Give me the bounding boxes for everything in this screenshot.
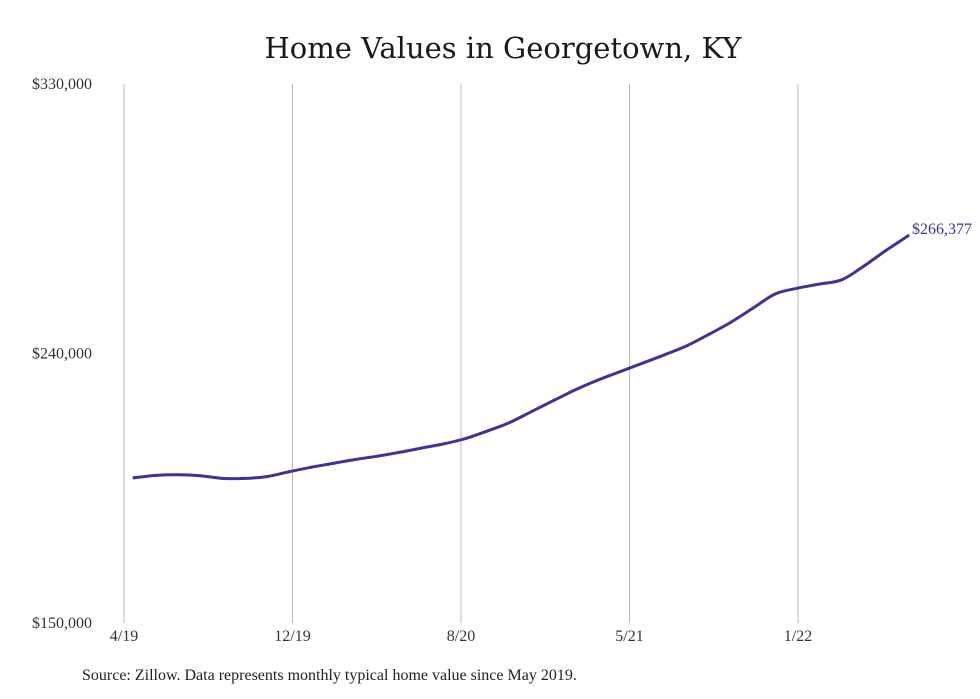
data-point (685, 344, 689, 348)
gridlines (123, 84, 799, 623)
data-point (132, 476, 136, 480)
y-tick-label: $330,000 (32, 76, 92, 93)
line-chart-svg: Home Values in Georgetown, KY $330,000 $2… (32, 31, 972, 645)
source-note: Source: Zillow. Data represents monthly … (82, 667, 577, 684)
data-point (862, 264, 866, 268)
data-point (596, 378, 600, 382)
data-point (486, 429, 490, 433)
data-point (906, 234, 910, 238)
x-tick-label: 12/19 (274, 628, 310, 645)
x-axis-tick-labels: 4/19 12/19 8/20 5/21 1/22 (110, 628, 812, 645)
data-point (619, 370, 622, 373)
data-point (773, 292, 777, 296)
data-point (397, 450, 401, 454)
data-point (154, 473, 158, 477)
x-tick-label: 1/22 (784, 628, 812, 645)
data-point (840, 278, 844, 282)
data-point (729, 320, 733, 324)
data-point (198, 474, 202, 478)
x-tick-label: 5/21 (615, 628, 643, 645)
y-tick-label: $240,000 (32, 346, 92, 363)
data-point (884, 249, 888, 252)
series-line (132, 234, 910, 481)
data-point (530, 409, 534, 413)
data-point (265, 475, 269, 479)
data-point (508, 420, 512, 424)
y-tick-label: $150,000 (32, 615, 92, 632)
data-point (353, 458, 357, 461)
data-point (796, 286, 799, 290)
data-point (552, 398, 556, 402)
data-point (818, 282, 822, 286)
data-point (287, 470, 291, 474)
data-point (641, 361, 645, 365)
x-tick-label: 4/19 (110, 628, 138, 645)
data-point (574, 387, 578, 391)
data-point (707, 332, 711, 336)
data-point (420, 446, 423, 450)
chart-title: Home Values in Georgetown, KY (264, 31, 742, 65)
data-point (243, 476, 247, 480)
data-point (221, 476, 224, 480)
data-point (442, 442, 446, 446)
data-point (375, 454, 379, 458)
data-point (751, 306, 755, 310)
end-value-label: $266,377 (912, 221, 972, 238)
data-point (663, 353, 667, 357)
data-point (176, 473, 180, 477)
data-point (464, 437, 468, 440)
y-axis-tick-labels: $330,000 $240,000 $150,000 (32, 76, 92, 632)
data-point (309, 465, 313, 469)
x-tick-label: 8/20 (447, 628, 475, 645)
series-group (132, 234, 910, 481)
data-point (331, 461, 335, 465)
